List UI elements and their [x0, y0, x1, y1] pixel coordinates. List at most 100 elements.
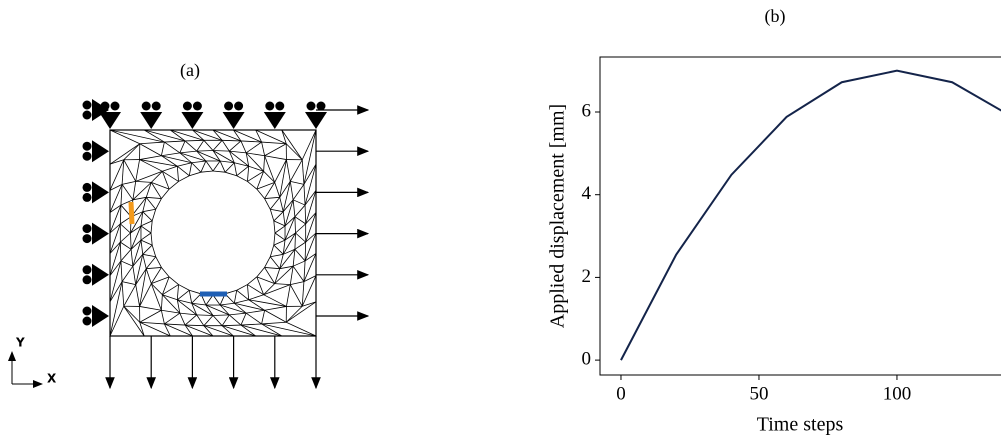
support-roller: [82, 224, 92, 234]
mesh-edge: [279, 249, 296, 269]
mesh-edge: [161, 152, 180, 157]
mesh-edge: [247, 166, 250, 182]
mesh-edge: [109, 143, 140, 165]
mesh-edge: [285, 305, 303, 323]
mesh-edge: [164, 140, 186, 143]
mesh-edge: [196, 140, 205, 152]
mesh-edge: [285, 143, 303, 161]
mesh-edge: [284, 216, 296, 227]
support-roller: [82, 316, 92, 326]
mesh-edge: [184, 324, 193, 337]
mesh-edge: [240, 312, 247, 326]
mesh-edge: [212, 150, 221, 162]
mesh-edge: [168, 181, 179, 190]
mesh-edge: [109, 306, 125, 337]
mesh-edge: [282, 181, 291, 212]
mesh-edge: [304, 232, 317, 262]
mesh-edge: [179, 152, 192, 164]
mesh-edge: [150, 182, 162, 199]
mesh-edge: [303, 129, 317, 185]
mesh-edge: [261, 141, 266, 156]
mesh-edge: [245, 312, 262, 325]
mesh-edge: [212, 160, 221, 172]
mesh-edge: [255, 129, 287, 145]
mesh-edge: [145, 256, 157, 269]
mesh-edge: [123, 306, 145, 337]
mesh-edge: [191, 160, 206, 164]
mesh-edge: [274, 159, 287, 183]
mesh-edge: [301, 281, 305, 307]
mesh-edge: [205, 304, 214, 316]
mesh-edge: [151, 276, 170, 285]
support-roller: [265, 101, 275, 111]
x-axis-label: Time steps: [757, 414, 844, 436]
mesh-edge: [256, 188, 265, 199]
mesh-edge: [132, 181, 137, 200]
mesh-edge: [139, 155, 162, 160]
mesh-edge: [189, 171, 202, 177]
mesh-edge: [145, 268, 152, 284]
support-roller: [82, 151, 92, 161]
mesh-edge: [229, 150, 247, 154]
y-tick-label: 6: [582, 100, 592, 121]
mesh-edge: [303, 275, 317, 282]
chart: (b) Time steps Applied displacement [mm]…: [547, 6, 1001, 436]
mesh-edge: [282, 232, 296, 255]
x-tick-label: 0: [616, 383, 626, 404]
mesh-edge: [184, 140, 197, 152]
mesh-edge: [234, 302, 247, 314]
mesh-edge: [200, 170, 214, 173]
mesh-edge: [264, 143, 287, 157]
mesh-edge: [151, 244, 157, 257]
support-roller: [141, 101, 151, 111]
mesh-edge: [248, 165, 264, 172]
mesh-edge: [292, 265, 305, 282]
mesh-edge: [282, 240, 286, 255]
mesh-edge: [161, 155, 178, 167]
mesh-edge: [273, 220, 286, 227]
support-roller: [316, 101, 326, 111]
mesh-edge: [234, 302, 265, 311]
mesh-edge: [135, 284, 140, 307]
mesh-edge: [109, 184, 123, 213]
mesh-edge: [120, 232, 131, 243]
mesh-edge: [248, 299, 287, 307]
mesh-edge: [164, 323, 193, 337]
y-tick-label: 4: [582, 183, 592, 204]
support: [92, 222, 109, 245]
mesh-edge: [135, 180, 152, 183]
mesh-edge: [184, 314, 197, 326]
mesh-edge: [109, 129, 140, 145]
mesh-edge: [123, 143, 141, 161]
mesh-edge: [294, 204, 306, 217]
mesh-edge: [192, 129, 205, 141]
mesh-edge: [109, 223, 121, 254]
mesh-edge: [139, 321, 165, 325]
support-roller: [82, 110, 92, 120]
mesh-edge: [142, 211, 153, 222]
mesh-edge: [274, 182, 281, 198]
mesh-edge: [263, 155, 266, 172]
mesh-edge: [139, 283, 152, 307]
mesh-edge: [139, 322, 145, 337]
mesh-edge: [279, 197, 284, 212]
mesh-edge: [229, 312, 247, 316]
mesh-edge: [120, 249, 132, 262]
mesh-edge: [286, 159, 291, 182]
mesh-edge: [139, 306, 162, 311]
mesh-edge: [212, 314, 230, 316]
mesh-edge: [236, 289, 249, 301]
mesh-edge: [146, 267, 162, 270]
mesh-edge: [212, 140, 223, 151]
mesh-edge: [273, 211, 284, 222]
support: [263, 112, 286, 129]
support-roller: [82, 306, 92, 316]
mesh-edge: [233, 290, 238, 304]
mesh-edge: [177, 299, 192, 304]
mesh-edge: [120, 241, 132, 250]
mesh-edge: [150, 220, 153, 234]
mesh-edge: [304, 253, 317, 262]
mesh-edge: [205, 294, 214, 306]
mesh-edge: [219, 160, 226, 173]
mesh-edge: [290, 281, 305, 286]
